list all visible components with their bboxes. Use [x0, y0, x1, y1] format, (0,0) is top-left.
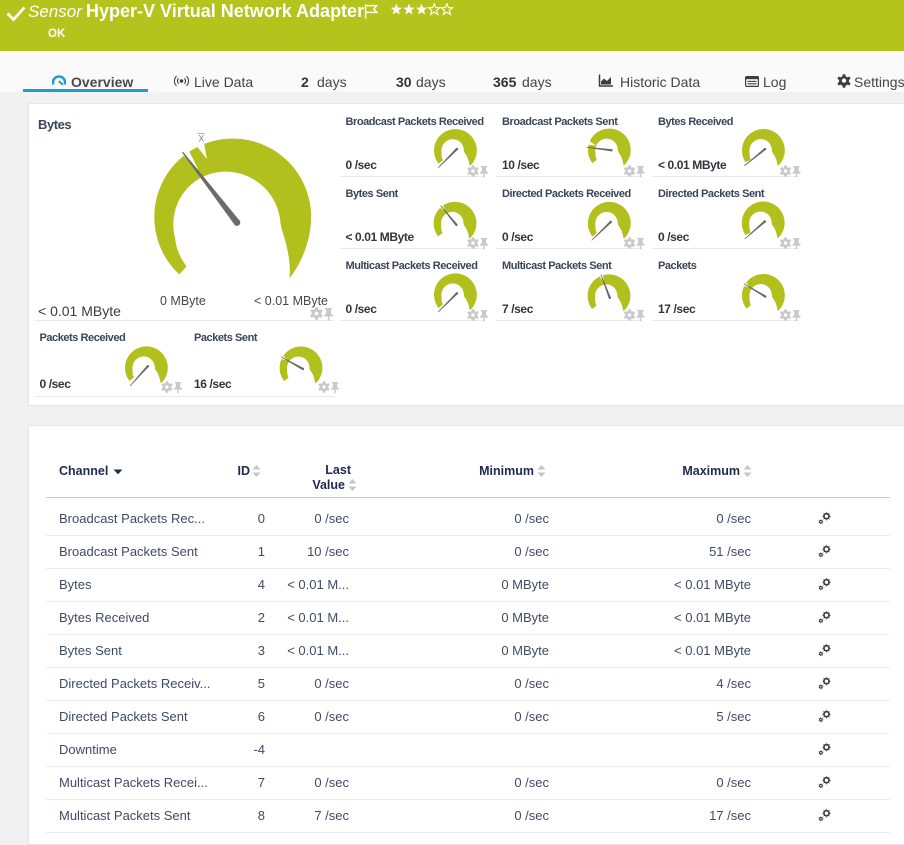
svg-text:x̅: x̅: [197, 133, 205, 145]
